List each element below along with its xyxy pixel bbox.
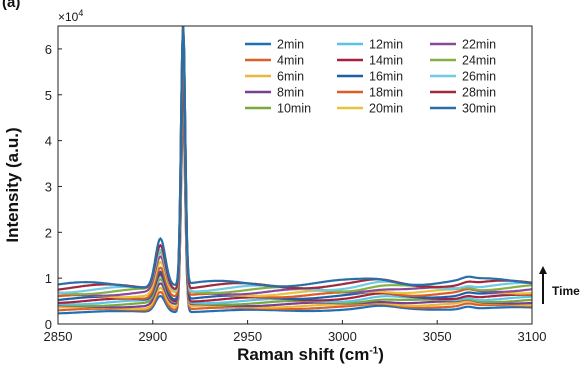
y-tick-label: 4 xyxy=(45,134,52,149)
legend-label: 8min xyxy=(277,86,304,100)
legend-label: 16min xyxy=(369,70,403,84)
x-tick-label: 2950 xyxy=(233,329,262,344)
legend-label: 6min xyxy=(277,70,304,84)
series-line-6min xyxy=(58,102,532,310)
y-tick-label: 3 xyxy=(45,179,52,194)
x-tick-label: 2850 xyxy=(44,329,73,344)
legend-label: 14min xyxy=(369,54,403,68)
legend-label: 10min xyxy=(277,102,311,116)
time-label: Time xyxy=(552,284,580,298)
legend-label: 18min xyxy=(369,86,403,100)
series-line-2min xyxy=(58,112,532,315)
y-tick-label: 2 xyxy=(45,225,52,240)
series-line-8min xyxy=(58,96,532,309)
series-line-18min xyxy=(58,56,532,300)
x-tick-label: 3100 xyxy=(518,329,547,344)
x-tick-label: 3050 xyxy=(423,329,452,344)
series-line-30min xyxy=(58,26,532,289)
panel-label: (a) xyxy=(2,0,21,11)
legend-label: 30min xyxy=(462,102,496,116)
legend-label: 24min xyxy=(462,54,496,68)
series-line-4min xyxy=(58,107,532,312)
series-line-12min xyxy=(58,85,532,306)
legend-label: 2min xyxy=(277,38,304,52)
x-tick-label: 3000 xyxy=(328,329,357,344)
y-tick-label: 1 xyxy=(45,271,52,286)
y-tick-label: 6 xyxy=(45,42,52,57)
x-tick-label: 2900 xyxy=(138,329,167,344)
legend-label: 20min xyxy=(369,102,403,116)
legend-label: 4min xyxy=(277,54,304,68)
time-arrow-icon xyxy=(538,266,548,311)
y-axis-label: Intensity (a.u.) xyxy=(3,127,22,243)
plot-frame xyxy=(57,25,533,325)
legend-label: 26min xyxy=(462,70,496,84)
y-tick-label: 0 xyxy=(45,317,52,332)
legend-label: 12min xyxy=(369,38,403,52)
series-line-10min xyxy=(58,92,532,307)
x-axis-label: Raman shift (cm-1) xyxy=(237,345,384,364)
y-exponent-label: ×104 xyxy=(58,8,84,24)
legend-label: 22min xyxy=(462,38,496,52)
y-tick-label: 5 xyxy=(45,88,52,103)
legend-label: 28min xyxy=(462,86,496,100)
